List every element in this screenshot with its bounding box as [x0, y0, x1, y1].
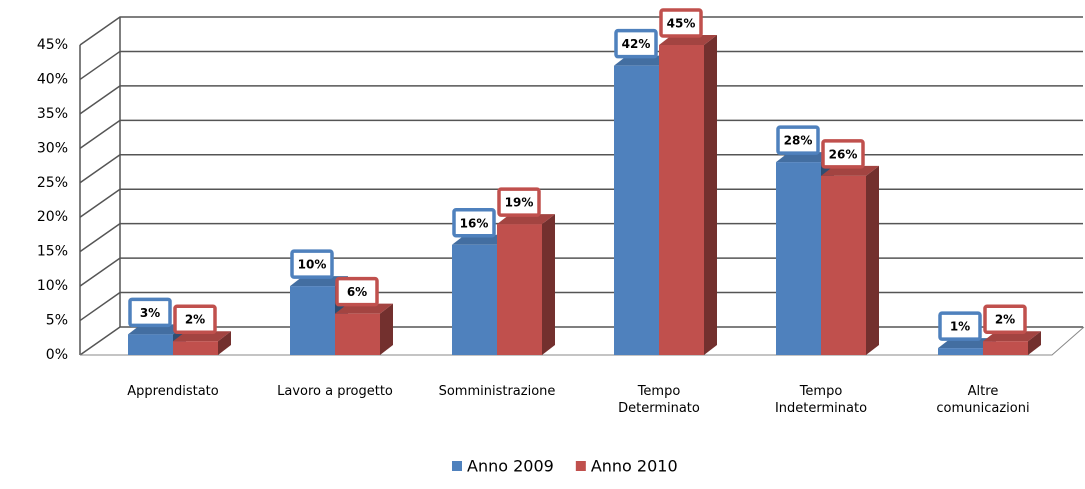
bar [452, 244, 497, 355]
grid-line [79, 50, 1083, 81]
y-tick-label: 20% [37, 209, 68, 225]
value-label: 45% [667, 17, 696, 31]
grid-line [79, 188, 1083, 218]
bar [128, 334, 173, 355]
bar-side [1028, 331, 1041, 355]
bar [497, 224, 542, 355]
grid-line [79, 119, 1083, 149]
value-label-box [659, 8, 703, 38]
bar-side [542, 214, 555, 355]
value-label: 28% [784, 134, 813, 148]
value-label-box [335, 276, 379, 307]
value-label: 3% [140, 306, 160, 320]
value-label-box [938, 311, 982, 341]
y-tick-label: 5% [46, 313, 68, 329]
grid-line [79, 16, 1083, 46]
value-label: 2% [185, 313, 205, 327]
value-label: 6% [347, 285, 367, 299]
value-label: 19% [505, 196, 534, 210]
value-label-box [290, 249, 334, 279]
legend-label: Anno 2009 [467, 457, 554, 476]
y-tick-label: 25% [37, 175, 68, 191]
value-label-box [497, 187, 541, 217]
bar [938, 348, 983, 355]
bar [290, 286, 335, 355]
legend-swatch [452, 461, 462, 471]
y-tick-label: 45% [37, 37, 68, 53]
y-tick-label: 15% [37, 244, 68, 260]
value-label: 2% [995, 313, 1015, 327]
bar-side [380, 303, 393, 355]
value-label: 16% [460, 216, 489, 230]
grid-line [79, 85, 1083, 115]
y-tick-label: 10% [37, 278, 68, 294]
grid-line [79, 222, 1083, 253]
value-label: 42% [622, 37, 651, 51]
value-label-box [452, 208, 496, 238]
value-label: 1% [950, 320, 970, 334]
value-label-box [614, 28, 658, 59]
value-label: 26% [829, 147, 858, 161]
x-tick-label: Tempo Indeterminato [774, 384, 868, 416]
bar [776, 162, 821, 355]
legend-swatch [575, 461, 586, 471]
floor-front [80, 326, 1085, 356]
x-tick-label: Lavoro a progetto [277, 384, 393, 399]
bar [821, 175, 866, 355]
grid-line [79, 154, 1083, 184]
bar [659, 45, 704, 355]
bar [614, 65, 659, 356]
value-label-box [821, 139, 865, 169]
legend-label: Anno 2010 [591, 457, 678, 476]
y-tick-label: 40% [37, 71, 68, 87]
bar [173, 341, 218, 355]
value-label-box [173, 304, 217, 334]
x-tick-label: Altre comunicazioni [936, 384, 1030, 416]
x-tick-label: Somministrazione [438, 384, 556, 399]
bar-side [704, 35, 717, 355]
value-label-box [983, 304, 1027, 334]
value-label-box [128, 297, 172, 328]
value-label: 10% [298, 258, 327, 272]
bar-side [218, 331, 231, 355]
x-tick-label: Tempo Determinato [618, 384, 700, 416]
bar [335, 313, 380, 355]
grid-line [79, 291, 1083, 322]
x-tick-label: Apprendistato [127, 384, 219, 399]
y-tick-label: 30% [37, 140, 68, 156]
grid-line [79, 257, 1083, 287]
bar-side [866, 165, 879, 355]
bar [983, 341, 1028, 355]
value-label-box [776, 125, 820, 155]
y-tick-label: 0% [46, 347, 68, 363]
y-tick-label: 35% [37, 106, 68, 122]
